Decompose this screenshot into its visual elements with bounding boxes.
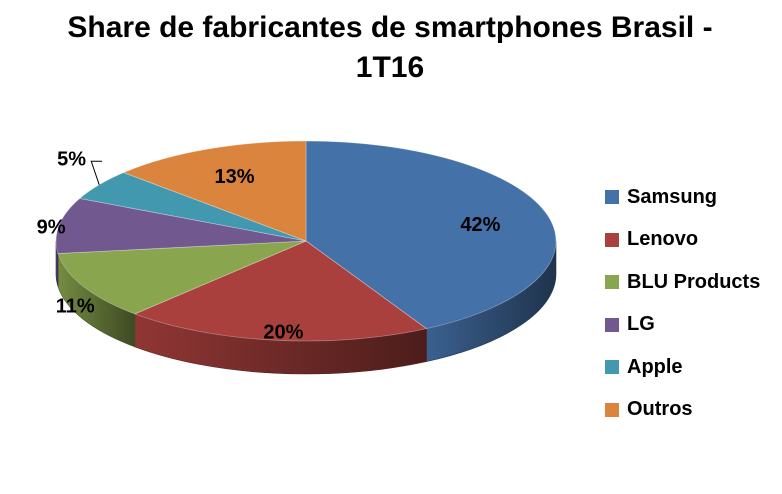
- legend: Samsung Lenovo BLU Products LG Apple Out…: [605, 176, 780, 431]
- legend-item-outros: Outros: [605, 389, 780, 432]
- legend-swatch-blu-products: [605, 275, 619, 290]
- chart-title-line-2: 1T16: [355, 51, 425, 84]
- pie-slice-lenovo: [133, 240, 428, 342]
- legend-item-blu-products: BLU Products: [605, 261, 780, 304]
- pie-slice-lg: [55, 197, 307, 254]
- chart-title: Share de fabricantes de smartphones Bras…: [40, 8, 740, 88]
- legend-label-blu-products: BLU Products: [627, 270, 761, 293]
- legend-label-outros: Outros: [627, 398, 693, 421]
- legend-swatch-samsung: [605, 190, 619, 205]
- legend-item-apple: Apple: [605, 346, 780, 389]
- legend-label-lg: LG: [627, 313, 655, 336]
- pie-slices: [55, 140, 557, 342]
- data-label-samsung: 42%: [460, 214, 500, 236]
- data-label-apple: 5%: [57, 148, 86, 170]
- chart-title-line-1: Share de fabricantes de smartphones Bras…: [67, 11, 713, 44]
- legend-item-lg: LG: [605, 304, 780, 347]
- data-label-lg: 9%: [37, 216, 66, 238]
- leader-line-apple: [90, 160, 103, 185]
- pie-slice-outros: [122, 140, 307, 242]
- pie-slice-blu-products: [57, 240, 307, 315]
- legend-swatch-lg: [605, 317, 619, 332]
- data-label-outros: 13%: [214, 166, 254, 188]
- legend-label-samsung: Samsung: [627, 185, 718, 208]
- pie-slice-samsung: [305, 140, 557, 330]
- legend-item-samsung: Samsung: [605, 176, 780, 219]
- data-label-blu-products: 11%: [56, 295, 95, 317]
- legend-item-lenovo: Lenovo: [605, 219, 780, 262]
- legend-swatch-lenovo: [605, 232, 619, 247]
- legend-label-apple: Apple: [627, 355, 683, 378]
- legend-swatch-apple: [605, 360, 619, 375]
- legend-swatch-outros: [605, 402, 619, 417]
- legend-label-lenovo: Lenovo: [627, 228, 699, 251]
- data-label-lenovo: 20%: [263, 321, 303, 343]
- data-labels: 42% 20% 11% 9% 5% 13%: [37, 148, 501, 343]
